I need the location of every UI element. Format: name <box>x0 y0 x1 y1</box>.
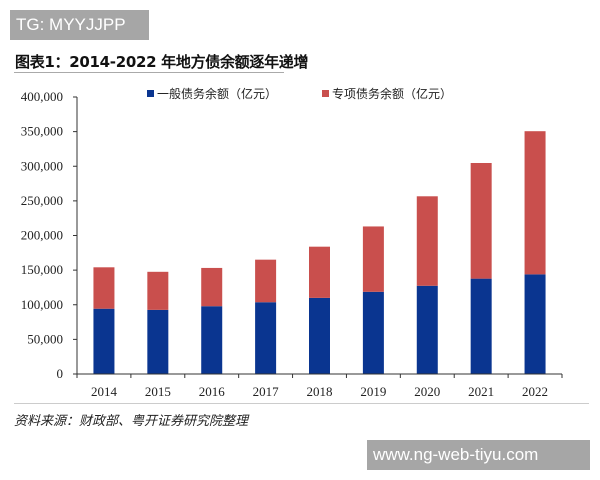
x-tick-label: 2017 <box>253 384 280 399</box>
bar-general-debt <box>309 297 330 374</box>
legend-item-special-debt: 专项债务余额（亿元） <box>322 85 452 102</box>
bar-special-debt <box>362 226 384 292</box>
y-tick-label: 400,000 <box>21 89 63 104</box>
x-tick-label: 2014 <box>91 384 118 399</box>
bar-special-debt <box>416 196 438 286</box>
y-tick-label: 0 <box>57 366 64 381</box>
bar-general-debt <box>470 278 492 374</box>
legend-label-special-debt: 专项债务余额（亿元） <box>332 87 453 101</box>
title-divider <box>14 72 284 73</box>
bar-special-debt <box>470 162 492 279</box>
x-tick-label: 2020 <box>414 384 440 399</box>
bar-general-debt <box>416 285 438 374</box>
y-tick-label: 350,000 <box>21 124 63 139</box>
x-tick-label: 2015 <box>145 384 171 399</box>
watermark-top: TG: MYYJJPP <box>10 10 149 40</box>
y-tick-label: 50,000 <box>27 331 63 346</box>
bar-general-debt <box>201 306 223 374</box>
bar-general-debt <box>524 274 546 374</box>
chart-title: 图表1：2014-2022 年地方债余额逐年递增 <box>15 53 309 71</box>
bar-special-debt <box>524 131 546 275</box>
bar-general-debt <box>93 308 115 374</box>
watermark-bottom: www.ng-web-tiyu.com <box>367 440 590 470</box>
bar-general-debt <box>255 302 277 374</box>
bar-special-debt <box>309 246 330 298</box>
source-note: 资料来源：财政部、粤开证券研究院整理 <box>14 414 249 429</box>
bar-special-debt <box>93 267 115 309</box>
legend-item-general-debt: 一般债务余额（亿元） <box>147 85 277 102</box>
x-tick-label: 2022 <box>522 384 548 399</box>
bottom-divider <box>14 403 589 404</box>
legend-swatch-special-debt <box>322 90 329 97</box>
y-tick-label: 300,000 <box>21 158 63 173</box>
y-tick-label: 150,000 <box>21 262 63 277</box>
bar-general-debt <box>362 291 384 374</box>
legend-label-general-debt: 一般债务余额（亿元） <box>157 87 278 101</box>
x-tick-label: 2016 <box>199 384 226 399</box>
bar-general-debt <box>147 309 169 374</box>
y-tick-label: 100,000 <box>21 297 63 312</box>
y-tick-label: 250,000 <box>21 193 63 208</box>
x-tick-label: 2019 <box>360 384 386 399</box>
legend-swatch-general-debt <box>147 90 154 97</box>
x-tick-label: 2018 <box>307 384 333 399</box>
bar-special-debt <box>255 259 277 303</box>
x-tick-label: 2021 <box>468 384 494 399</box>
bar-special-debt <box>201 267 223 307</box>
bar-special-debt <box>147 271 169 310</box>
y-tick-label: 200,000 <box>21 228 63 243</box>
